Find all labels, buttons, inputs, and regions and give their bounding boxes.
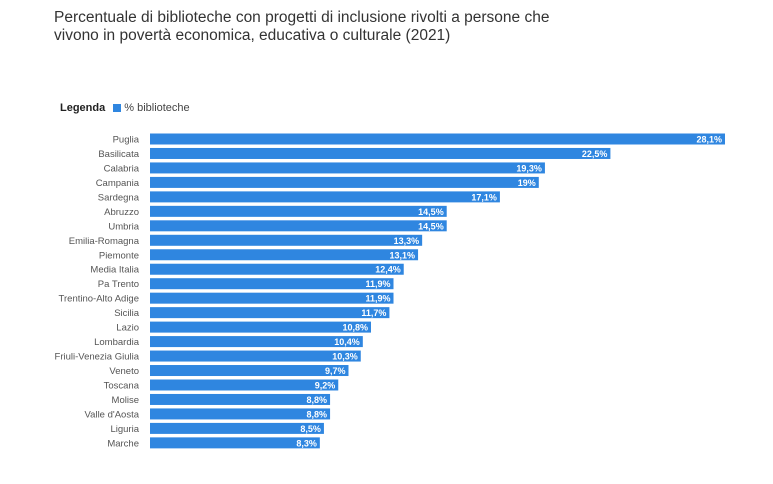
category-label: Friuli-Venezia Giulia	[55, 352, 140, 363]
category-label: Calabria	[104, 163, 140, 174]
category-label: Pa Trento	[98, 279, 139, 290]
bar	[150, 336, 363, 348]
value-label: 19%	[518, 178, 536, 188]
category-label: Sardegna	[98, 192, 140, 203]
value-label: 13,1%	[390, 250, 416, 260]
category-label: Toscana	[104, 380, 140, 391]
category-label: Veneto	[109, 366, 139, 377]
bar	[150, 321, 371, 333]
bar	[150, 422, 324, 434]
category-label: Valle d'Aosta	[85, 409, 140, 420]
category-label: Liguria	[110, 424, 139, 435]
value-label: 8,8%	[307, 395, 328, 405]
value-label: 11,9%	[365, 294, 390, 304]
value-label: 8,3%	[296, 438, 317, 448]
category-label: Lombardia	[94, 337, 140, 348]
bar	[150, 249, 419, 261]
value-label: 12,4%	[375, 265, 401, 275]
value-label: 14,5%	[418, 221, 444, 231]
bar	[150, 292, 394, 304]
category-label: Piemonte	[99, 250, 139, 261]
bar	[150, 220, 447, 232]
category-label: Trentino-Alto Adige	[59, 294, 139, 305]
category-label: Puglia	[113, 135, 140, 146]
bar	[150, 365, 349, 377]
value-label: 17,1%	[471, 192, 497, 202]
bar	[150, 234, 423, 246]
value-label: 9,2%	[315, 380, 336, 390]
category-label: Molise	[112, 395, 139, 406]
category-label: Umbria	[108, 221, 139, 232]
bar	[150, 379, 339, 391]
bar	[150, 162, 545, 174]
bar	[150, 437, 320, 449]
bar	[150, 408, 331, 420]
value-label: 13,3%	[394, 236, 420, 246]
value-label: 14,5%	[418, 207, 444, 217]
legend-swatch	[113, 104, 122, 112]
category-label: Sicilia	[114, 308, 140, 319]
bar	[150, 176, 539, 188]
value-label: 11,9%	[365, 279, 390, 289]
bar	[150, 133, 725, 145]
bar	[150, 263, 404, 275]
legend-title: Legenda	[60, 102, 106, 114]
category-label: Media Italia	[90, 265, 139, 276]
value-label: 19,3%	[516, 163, 542, 173]
category-label: Campania	[96, 178, 140, 189]
category-label: Marche	[107, 438, 139, 449]
category-label: Basilicata	[98, 149, 139, 160]
legend-label: % biblioteche	[124, 102, 190, 114]
value-label: 28,1%	[696, 135, 722, 145]
value-label: 22,5%	[582, 149, 608, 159]
value-label: 9,7%	[325, 366, 346, 376]
value-label: 10,3%	[332, 352, 358, 362]
bar	[150, 393, 331, 405]
legend: Legenda % biblioteche	[60, 102, 190, 114]
bar	[150, 278, 394, 290]
bar	[150, 350, 361, 362]
value-label: 8,8%	[307, 409, 328, 419]
category-label: Lazio	[116, 323, 139, 334]
bar	[150, 147, 611, 159]
bar	[150, 205, 447, 217]
chart-title: Percentuale di biblioteche con progetti …	[54, 9, 550, 44]
value-label: 11,7%	[361, 308, 386, 318]
value-label: 10,4%	[334, 337, 360, 347]
value-label: 8,5%	[300, 424, 321, 434]
value-label: 10,8%	[342, 323, 368, 333]
category-label: Abruzzo	[104, 207, 139, 218]
category-label: Emilia-Romagna	[69, 236, 140, 247]
bar	[150, 191, 500, 203]
bar	[150, 307, 390, 319]
